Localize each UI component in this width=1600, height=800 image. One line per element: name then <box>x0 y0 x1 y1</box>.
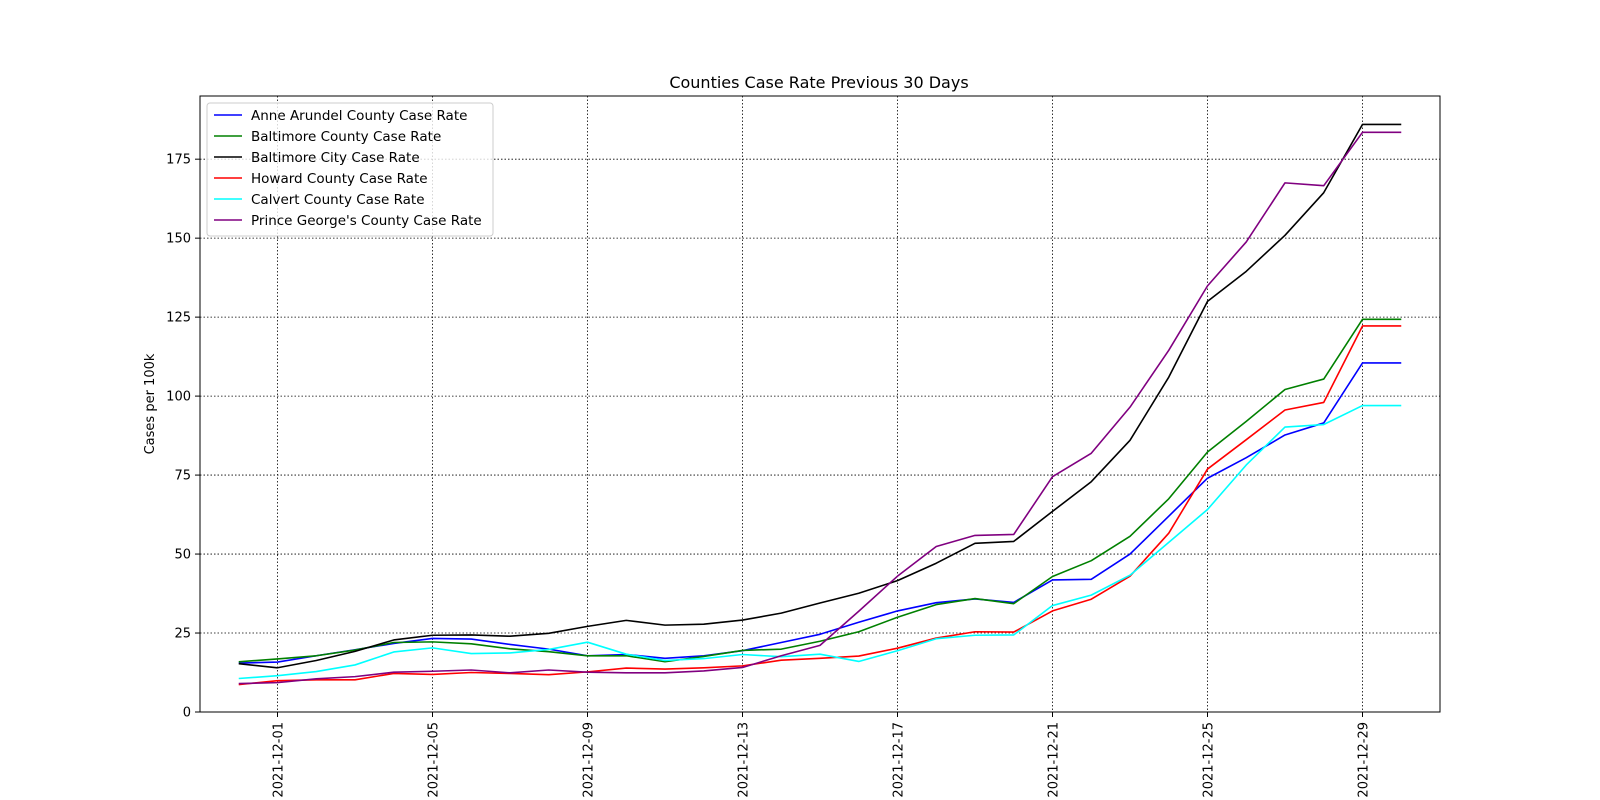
legend-entry: Calvert County Case Rate <box>251 192 425 208</box>
y-tick-label: 125 <box>166 311 191 326</box>
y-tick-label: 50 <box>174 548 191 563</box>
chart-title: Counties Case Rate Previous 30 Days <box>669 73 968 92</box>
legend-entry: Baltimore City Case Rate <box>251 150 420 166</box>
series-lines <box>238 123 1402 686</box>
series-line-2 <box>238 123 1402 669</box>
x-tick-label: 2021-12-05 <box>427 722 442 798</box>
grid <box>200 96 1440 713</box>
series-line-4 <box>238 404 1402 680</box>
x-axis: 2021-12-01 2021-12-05 2021-12-09 2021-12-13… <box>272 712 1372 798</box>
x-tick-label: 2021-12-09 <box>582 722 597 798</box>
x-tick-label: 2021-12-21 <box>1047 722 1062 798</box>
y-axis-label: Cases per 100k <box>143 353 158 454</box>
series-line-3 <box>238 325 1402 686</box>
series-line-0 <box>238 362 1402 664</box>
legend-entry: Howard County Case Rate <box>251 171 428 187</box>
legend-box <box>206 102 494 237</box>
y-tick-label: 175 <box>166 153 191 168</box>
legend-entry: Prince George's County Case Rate <box>251 213 482 229</box>
y-tick-label: 0 <box>183 706 191 721</box>
legend-entry: Baltimore County Case Rate <box>251 129 441 145</box>
x-tick-label: 2021-12-17 <box>892 722 907 798</box>
x-tick-label: 2021-12-13 <box>737 722 752 798</box>
legend-entry: Anne Arundel County Case Rate <box>251 108 467 124</box>
y-tick-label: 75 <box>174 469 191 484</box>
legend: Anne Arundel County Case Rate Baltimore C… <box>206 102 494 237</box>
series-line-1 <box>238 318 1402 663</box>
y-tick-label: 150 <box>166 232 191 247</box>
x-tick-label: 2021-12-01 <box>272 722 287 798</box>
x-tick-label: 2021-12-25 <box>1202 722 1217 798</box>
y-tick-label: 100 <box>166 390 191 405</box>
series-line-5 <box>238 131 1402 685</box>
y-tick-label: 25 <box>174 627 191 642</box>
plot-frame <box>199 95 1441 713</box>
y-axis: 0 25 50 75 100 125 150 175 <box>166 153 200 721</box>
x-tick-label: 2021-12-29 <box>1357 722 1372 798</box>
